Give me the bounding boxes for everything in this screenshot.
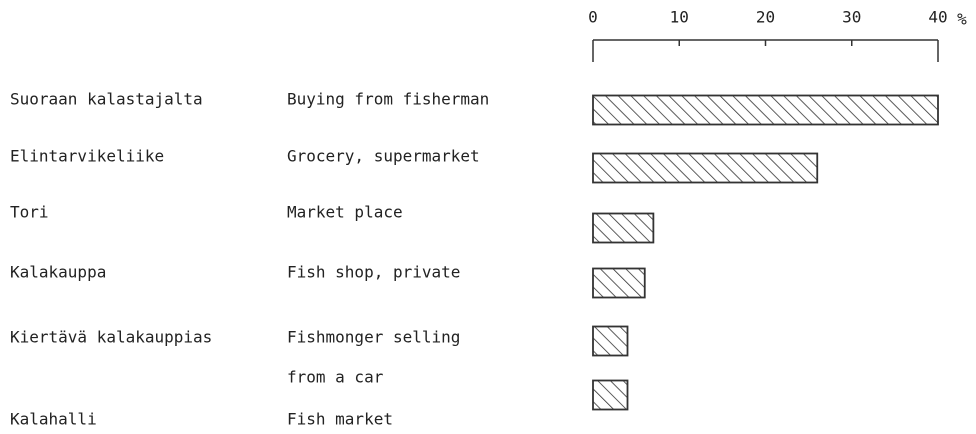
category-label: Elintarvikeliike	[10, 147, 164, 166]
bar	[592, 379, 629, 411]
category-label: Kiertävä kalakauppias	[10, 328, 212, 347]
x-tick-label: 40	[928, 8, 947, 27]
category-label-en: Fish shop, private	[287, 263, 460, 282]
bar	[592, 212, 655, 244]
x-tick-label: 10	[670, 8, 689, 27]
category-label: Tori	[10, 203, 49, 222]
bar	[592, 152, 819, 184]
bar	[592, 325, 629, 357]
x-tick-label: 20	[756, 8, 775, 27]
category-label-en: Grocery, supermarket	[287, 147, 480, 166]
category-label-en: Buying from fisherman	[287, 90, 489, 109]
category-label-en: Fish market	[287, 410, 393, 429]
category-label-en: Fishmonger selling	[287, 328, 460, 347]
category-label-en: from a car	[287, 368, 384, 387]
category-label: Kalakauppa	[10, 263, 106, 282]
x-tick-label: 0	[588, 8, 598, 27]
bar	[592, 267, 646, 299]
category-label: Suoraan kalastajalta	[10, 90, 203, 109]
category-label: Kalahalli	[10, 410, 97, 429]
unit-label: %	[957, 10, 967, 29]
x-tick-label: 30	[842, 8, 861, 27]
category-label-en: Market place	[287, 203, 403, 222]
bar	[592, 94, 939, 126]
